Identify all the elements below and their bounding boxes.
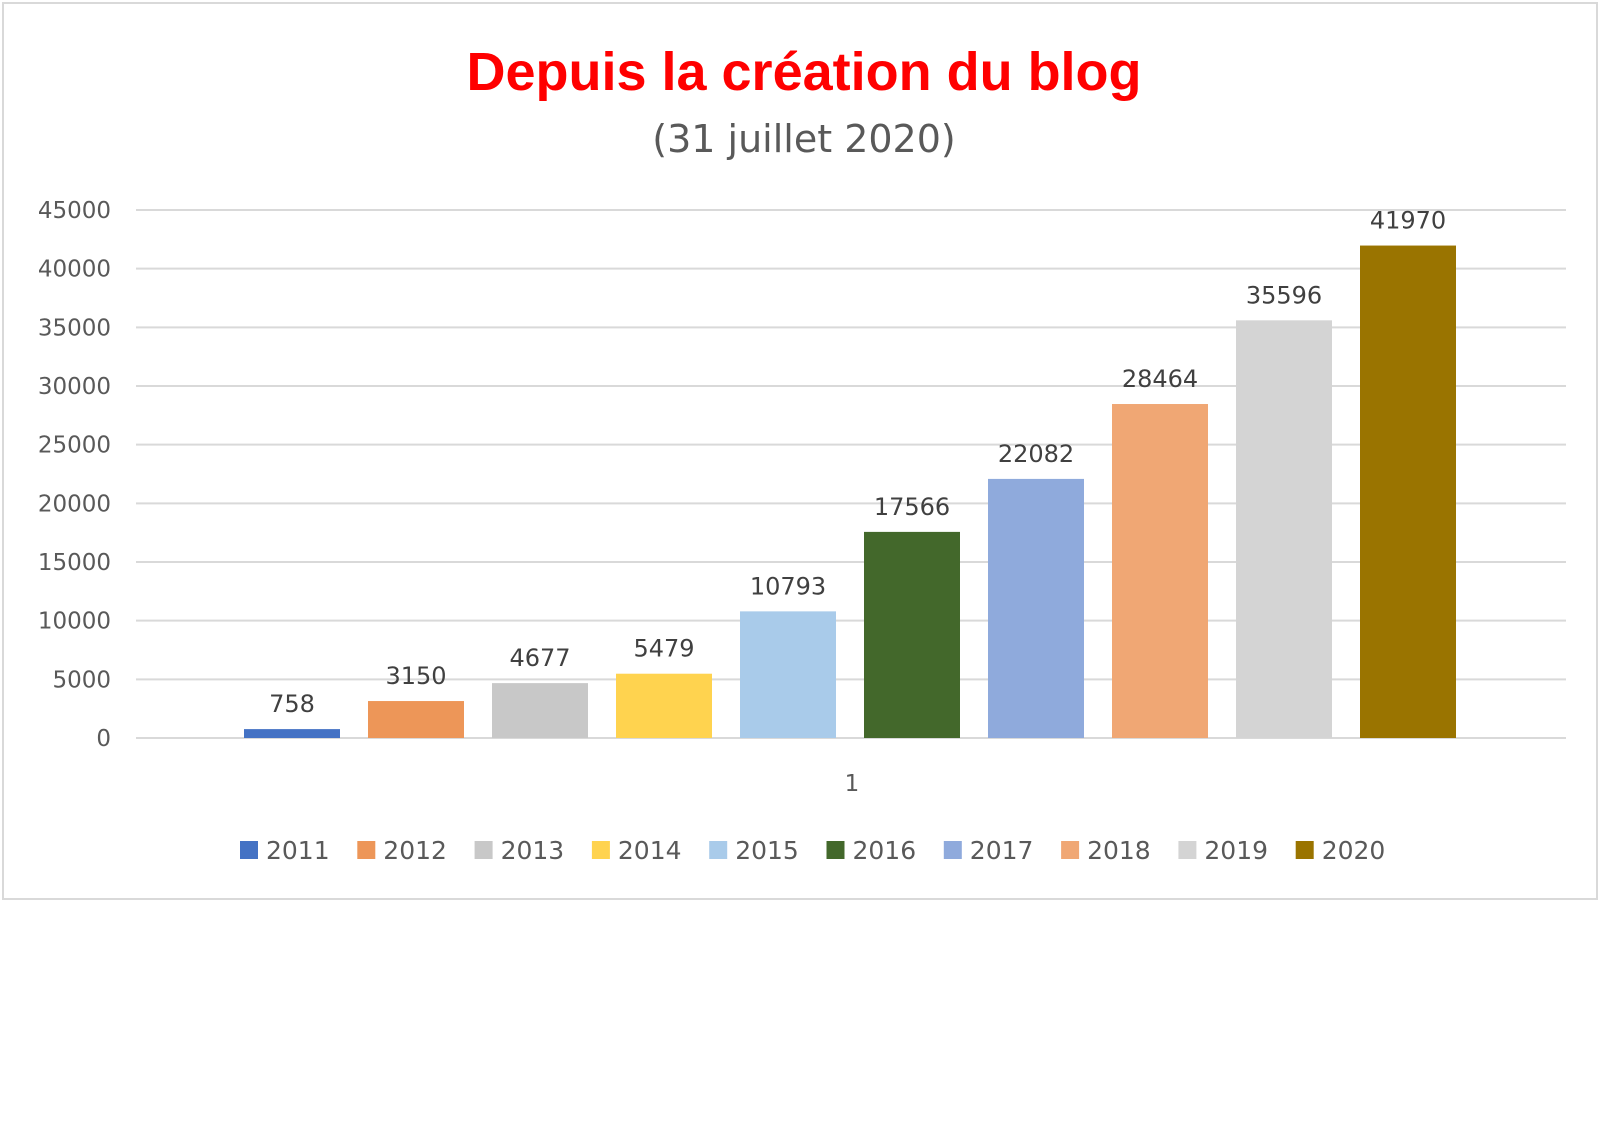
bar-2020 [1360,245,1456,738]
chart-frame: Depuis la création du blog (31 juillet 2… [2,2,1598,900]
legend-swatch-2019 [1178,841,1197,859]
bar-2015 [740,611,836,738]
legend-swatch-2014 [591,841,610,859]
legend-label-2011: 2011 [266,836,330,865]
data-label-2012: 3150 [385,662,446,690]
legend-label-2020: 2020 [1322,836,1386,865]
data-label-2020: 41970 [1370,207,1446,235]
legend-label-2018: 2018 [1087,836,1151,865]
bar-2016 [864,531,960,738]
legend-label-2019: 2019 [1204,836,1268,865]
bar-2011 [244,729,340,738]
x-axis-category-label: 1 [845,771,860,797]
bars [244,245,1456,738]
legend-label-2017: 2017 [970,836,1034,865]
y-tick-label: 10000 [38,609,111,635]
data-label-2017: 22082 [998,440,1074,468]
legend-swatch-2016 [826,841,845,859]
bar-2012 [368,701,464,738]
y-tick-label: 40000 [38,257,111,283]
data-label-2011: 758 [269,690,315,718]
legend-label-2013: 2013 [501,836,565,865]
chart-canvas: Depuis la création du blog (31 juillet 2… [38,42,1566,865]
y-tick-label: 25000 [38,433,111,459]
data-label-2019: 35596 [1246,281,1322,309]
data-labels: 758 3150 4677 5479 10793 17566 22082 28464 35596… [269,207,1446,719]
legend-label-2016: 2016 [853,836,917,865]
bar-2014 [616,673,712,738]
legend-swatch-2020 [1295,841,1314,859]
y-tick-label: 20000 [38,491,111,517]
y-axis-ticks: 0 5000 10000 15000 20000 25000 30000 35000 40000… [38,198,111,752]
y-tick-label: 0 [96,726,111,752]
legend-label-2014: 2014 [618,836,682,865]
y-tick-label: 30000 [38,374,111,400]
legend-swatch-2017 [943,841,962,859]
data-label-2013: 4677 [509,644,570,672]
bar-2013 [492,683,588,738]
gridlines [136,209,1566,739]
data-label-2016: 17566 [874,493,950,521]
legend-label-2012: 2012 [383,836,447,865]
data-label-2015: 10793 [750,572,826,600]
legend-swatch-2011 [240,841,258,859]
bar-2017 [988,478,1084,738]
legend-label-2015: 2015 [735,836,799,865]
data-label-2018: 28464 [1122,365,1198,393]
y-tick-label: 5000 [52,667,111,693]
y-tick-label: 45000 [38,198,111,224]
chart-title: Depuis la création du blog [466,42,1141,102]
legend: 2011 2012 2013 2014 2015 2016 2017 2018 2019 2020 [240,836,1385,865]
bar-2018 [1112,404,1208,738]
legend-swatch-2013 [474,841,493,859]
legend-swatch-2015 [709,841,728,859]
chart-subtitle: (31 juillet 2020) [652,117,955,161]
legend-swatch-2012 [357,841,376,859]
bar-2019 [1236,320,1332,738]
y-tick-label: 35000 [38,315,111,341]
y-tick-label: 15000 [38,550,111,576]
data-label-2014: 5479 [633,635,694,663]
legend-swatch-2018 [1061,841,1080,859]
